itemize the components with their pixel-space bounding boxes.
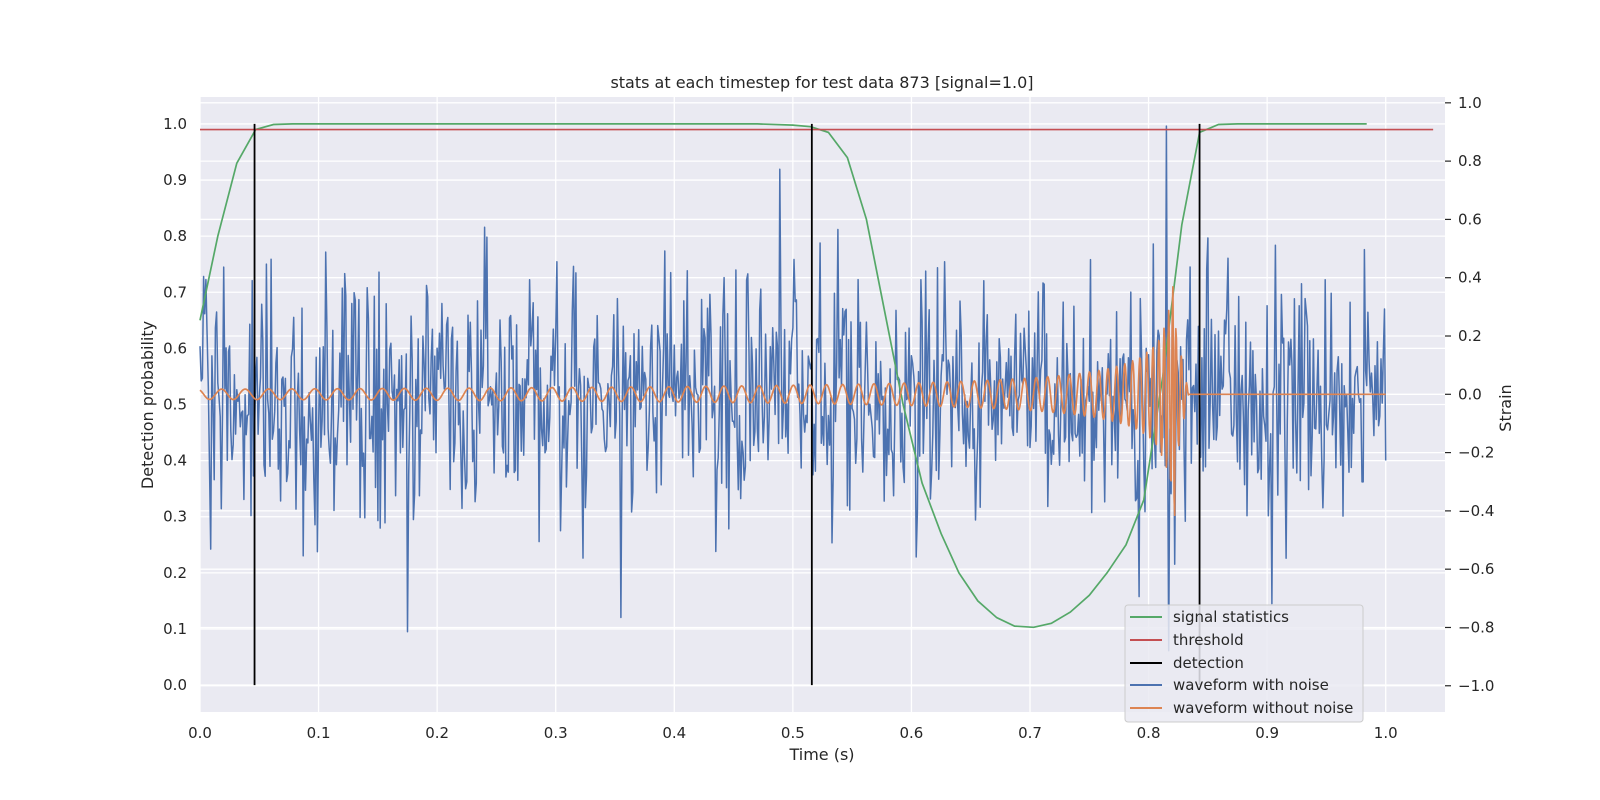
y2-tick-label: 0.4 (1458, 269, 1482, 287)
y2-axis-title: Strain (1496, 384, 1515, 431)
y-tick-label: 0.9 (163, 171, 187, 189)
y2-tick-label: −1.0 (1458, 677, 1494, 695)
x-tick-label: 0.2 (425, 724, 449, 742)
y-tick-label: 0.1 (163, 620, 187, 638)
x-axis-title: Time (s) (788, 745, 854, 764)
y2-tick-label: 0.2 (1458, 327, 1482, 345)
legend-label-noisy: waveform with noise (1173, 676, 1329, 694)
y-tick-label: 0.2 (163, 564, 187, 582)
y2-tick-label: −0.4 (1458, 502, 1494, 520)
y-tick-label: 0.0 (163, 676, 187, 694)
legend-label-detection: detection (1173, 654, 1244, 672)
y-tick-label: 1.0 (163, 115, 187, 133)
series-layer (199, 123, 1434, 686)
y-tick-label: 0.3 (163, 508, 187, 526)
x-tick-label: 0.6 (899, 724, 923, 742)
right-axis-ticks: −1.0 −0.8 −0.6 −0.4 −0.2 0.0 0.2 0.4 0.6 0.8 1.0 (1445, 94, 1494, 695)
legend-box (1124, 604, 1364, 723)
x-tick-label: 0.7 (1018, 724, 1042, 742)
legend: signal statistics threshold detection wa… (1124, 604, 1364, 723)
tick-labels: 0.0 0.1 0.2 0.3 0.4 0.5 0.6 0.7 0.8 0.9 1.0 0.0 0.1 0… (163, 115, 1398, 742)
waveform-without-noise-line (199, 285, 1386, 517)
x-tick-label: 0.5 (781, 724, 805, 742)
legend-label-clean: waveform without noise (1173, 699, 1353, 717)
chart-title: stats at each timestep for test data 873… (610, 73, 1033, 92)
y2-tick-label: 1.0 (1458, 94, 1482, 112)
x-tick-label: 1.0 (1374, 724, 1398, 742)
y2-tick-label: −0.8 (1458, 618, 1494, 636)
y2-tick-label: 0.6 (1458, 210, 1482, 228)
x-tick-label: 0.9 (1255, 724, 1279, 742)
x-tick-label: 0.1 (307, 724, 331, 742)
y-tick-label: 0.8 (163, 227, 187, 245)
x-tick-label: 0.4 (662, 724, 686, 742)
y2-tick-label: 0.0 (1458, 385, 1482, 403)
x-tick-label: 0.8 (1137, 724, 1161, 742)
y-tick-label: 0.5 (163, 396, 187, 414)
legend-label-signal: signal statistics (1173, 608, 1289, 626)
y2-tick-label: −0.2 (1458, 444, 1494, 462)
y-tick-label: 0.4 (163, 452, 187, 470)
y-tick-label: 0.6 (163, 339, 187, 357)
x-tick-label: 0.0 (188, 724, 212, 742)
legend-label-threshold: threshold (1173, 631, 1244, 649)
y-tick-label: 0.7 (163, 283, 187, 301)
signal-statistics-line (199, 123, 1367, 629)
y-axis-title: Detection probability (138, 321, 157, 489)
y2-tick-label: 0.8 (1458, 152, 1482, 170)
y2-tick-label: −0.6 (1458, 560, 1494, 578)
x-tick-label: 0.3 (544, 724, 568, 742)
